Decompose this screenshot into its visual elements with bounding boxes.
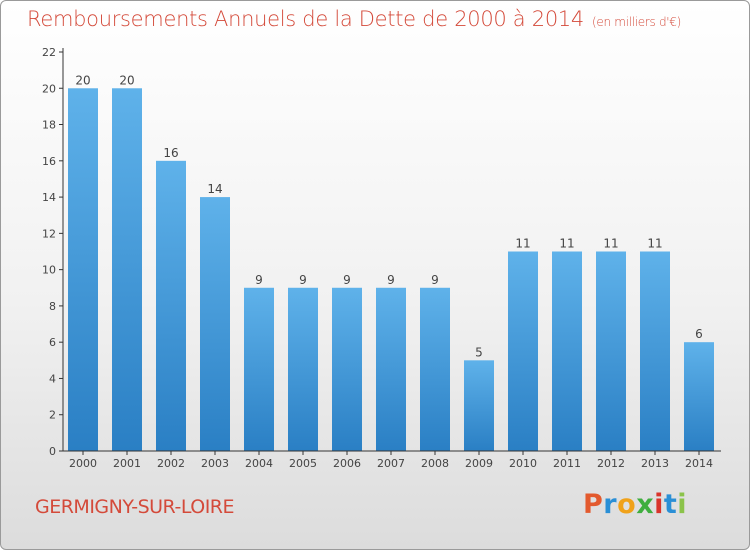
bar-value-label: 11 — [515, 237, 530, 251]
x-tick-label: 2010 — [509, 457, 537, 470]
y-tick-label: 16 — [42, 155, 56, 168]
bar-value-label: 9 — [255, 273, 263, 287]
x-tick-label: 2005 — [289, 457, 317, 470]
bar — [420, 287, 450, 451]
y-tick-label: 8 — [49, 300, 56, 313]
bar — [640, 251, 670, 451]
bar — [376, 287, 406, 451]
x-tick-label: 2014 — [685, 457, 713, 470]
bar-value-label: 20 — [119, 73, 134, 87]
bar-value-label: 9 — [431, 273, 439, 287]
bar-value-label: 9 — [343, 273, 351, 287]
bar-value-label: 5 — [475, 345, 483, 359]
bar — [156, 160, 186, 451]
bar — [112, 88, 142, 451]
y-tick-label: 10 — [42, 264, 56, 277]
proxiti-logo: Proxiti — [583, 489, 687, 520]
bar — [596, 251, 626, 451]
bar — [464, 360, 494, 451]
bar — [200, 197, 230, 451]
x-tick-label: 2001 — [113, 457, 141, 470]
logo-letter: P — [583, 489, 604, 520]
bar — [508, 251, 538, 451]
y-tick-label: 22 — [42, 46, 56, 59]
chart-title-text: Remboursements Annuels de la Dette de 20… — [27, 7, 584, 31]
x-tick-label: 2002 — [157, 457, 185, 470]
y-tick-label: 6 — [49, 336, 56, 349]
bars: 20 20 16 14 9 9 9 9 9 5 11 11 11 11 6 — [68, 73, 714, 451]
x-tick-label: 2012 — [597, 457, 625, 470]
bar-value-label: 14 — [207, 182, 222, 196]
y-tick-label: 14 — [42, 191, 56, 204]
x-tick-label: 2004 — [245, 457, 273, 470]
bar-value-label: 6 — [695, 327, 703, 341]
x-tick-label: 2007 — [377, 457, 405, 470]
x-tick-label: 2011 — [553, 457, 581, 470]
x-tick-label: 2009 — [465, 457, 493, 470]
y-tick-label: 4 — [49, 372, 56, 385]
x-axis: 2000 2001 2002 2003 2004 2005 2006 2007 2008 2009… — [63, 450, 721, 470]
logo-letter: t — [663, 489, 678, 520]
logo-letter: i — [677, 489, 688, 520]
bar-value-label: 11 — [559, 237, 574, 251]
bar-value-label: 16 — [163, 146, 178, 160]
chart-subtitle: (en milliers d'€) — [592, 15, 682, 29]
bar — [684, 342, 714, 451]
y-tick-label: 20 — [42, 82, 56, 95]
x-tick-label: 2000 — [69, 457, 97, 470]
bar — [244, 287, 274, 451]
logo-letter: r — [603, 489, 618, 520]
bar — [288, 287, 318, 451]
commune-name: GERMIGNY-SUR-LOIRE — [35, 496, 235, 518]
x-tick-label: 2006 — [333, 457, 361, 470]
x-tick-label: 2013 — [641, 457, 669, 470]
y-axis: 0 2 4 6 8 10 12 14 16 18 20 22 — [42, 46, 64, 458]
y-tick-label: 0 — [49, 445, 56, 458]
logo-letter: o — [617, 489, 637, 520]
bar-value-label: 11 — [647, 237, 662, 251]
bar-value-label: 9 — [299, 273, 307, 287]
y-tick-label: 2 — [49, 409, 56, 422]
bar-value-label: 20 — [75, 73, 90, 87]
y-tick-label: 18 — [42, 119, 56, 132]
bar — [552, 251, 582, 451]
chart-title: Remboursements Annuels de la Dette de 20… — [27, 7, 681, 31]
bar-value-label: 11 — [603, 237, 618, 251]
bar — [332, 287, 362, 451]
y-tick-label: 12 — [42, 227, 56, 240]
logo-letter: i — [654, 489, 664, 520]
bar — [68, 88, 98, 451]
bar-value-label: 9 — [387, 273, 395, 287]
x-tick-label: 2003 — [201, 457, 229, 470]
logo-letter: x — [636, 489, 655, 520]
x-tick-label: 2008 — [421, 457, 449, 470]
